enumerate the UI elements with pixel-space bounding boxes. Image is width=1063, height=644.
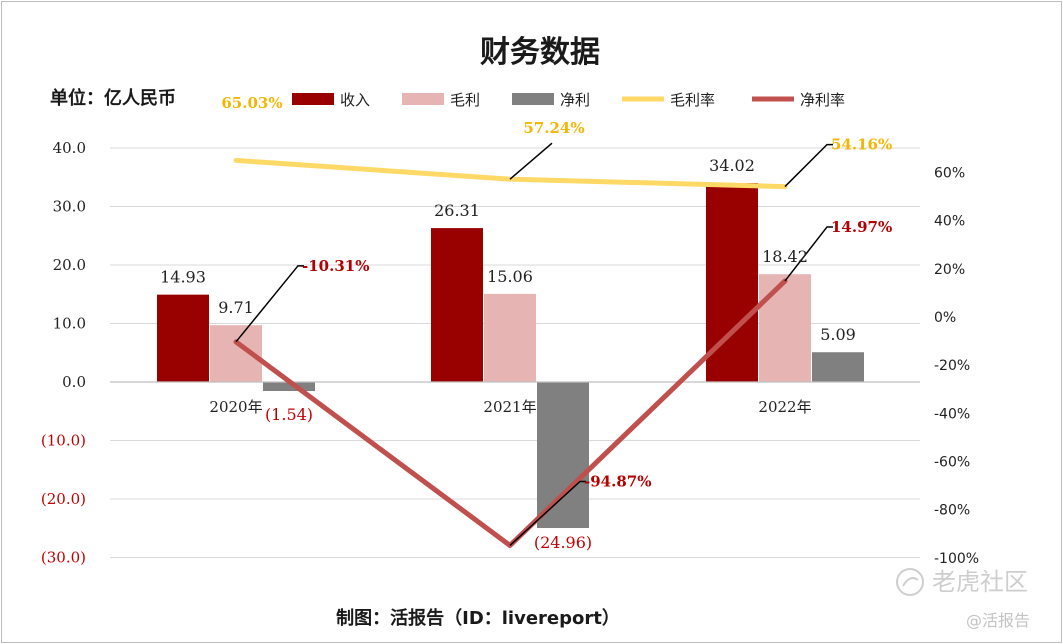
line-data-label: -94.87%	[584, 472, 651, 490]
y-right-tick: 20%	[934, 262, 965, 278]
bar-data-label: (24.96)	[534, 533, 592, 552]
watermark-logo-stroke	[902, 577, 919, 587]
grid-lines	[110, 147, 920, 558]
leader-line	[784, 226, 833, 282]
legend: 收入 毛利 净利 毛利率 净利率	[292, 91, 845, 109]
legend-label: 毛利率	[670, 91, 715, 109]
bar-毛利-2	[484, 293, 536, 382]
bar-data-label: 34.02	[709, 156, 755, 175]
line-data-label: 57.24%	[523, 119, 584, 137]
watermark-text: 老虎社区	[932, 568, 1028, 596]
y-right-tick: -40%	[934, 406, 970, 422]
left-y-axis: 40.0 30.0 20.0 10.0 0.0 (10.0) (20.0) (30.0)	[41, 139, 86, 567]
line-data-label: 14.97%	[831, 218, 892, 236]
legend-label: 净利	[560, 91, 590, 109]
legend-swatch-毛利	[402, 93, 444, 105]
leader-line	[235, 265, 304, 343]
y-right-tick: 60%	[934, 166, 965, 182]
y-right-tick: -100%	[934, 551, 979, 567]
bar-data-label: 15.06	[487, 267, 533, 286]
x-tick-label: 2020年	[209, 398, 262, 416]
y-right-tick: -60%	[934, 454, 970, 470]
y-right-tick: 40%	[934, 214, 965, 230]
legend-swatch-净利	[512, 93, 554, 105]
leader-line	[784, 143, 833, 188]
line-data-label: -10.31%	[302, 257, 369, 275]
bar-毛利-3	[759, 274, 811, 382]
y-left-tick: 0.0	[62, 373, 86, 391]
leader-line	[509, 142, 553, 180]
bar-data-label: 9.71	[218, 298, 254, 317]
legend-label: 毛利	[450, 91, 480, 109]
watermark-handle: @活报告	[966, 611, 1030, 630]
bar-data-label: (1.54)	[265, 405, 313, 424]
y-left-tick: (10.0)	[41, 432, 86, 450]
footer-credit: 制图：活报告（ID：livereport）	[336, 607, 620, 629]
x-tick-label: 2021年	[483, 398, 536, 416]
x-tick-label: 2022年	[758, 398, 811, 416]
x-axis-labels: 2020年 2021年 2022年	[209, 398, 811, 416]
leader-line	[509, 480, 586, 547]
bar-data-label: 26.31	[434, 201, 480, 220]
bar-净利-1	[263, 382, 315, 392]
legend-swatch-收入	[292, 93, 334, 105]
watermark-logo-icon	[896, 568, 924, 596]
bar-净利-3	[812, 352, 864, 382]
y-left-tick: 20.0	[53, 256, 86, 274]
y-left-tick: 10.0	[53, 315, 86, 333]
right-y-axis: 60% 40% 20% 0% -20% -40% -60% -80% -100%	[934, 166, 979, 567]
data-labels: 14.93 26.31 34.02 9.71 15.06 18.42 (1.54) (24.9…	[160, 94, 892, 552]
legend-label: 净利率	[800, 91, 845, 109]
chart-title: 财务数据	[480, 35, 600, 70]
watermark: 老虎社区 @活报告	[896, 568, 1030, 630]
y-right-tick: -20%	[934, 358, 970, 374]
bar-series	[157, 182, 864, 529]
y-right-tick: -80%	[934, 503, 970, 519]
bar-净利-2	[537, 382, 589, 529]
line-data-label: 65.03%	[221, 94, 282, 112]
y-left-tick: (20.0)	[41, 490, 86, 508]
unit-label: 单位：亿人民币	[50, 87, 176, 109]
y-left-tick: 40.0	[53, 139, 86, 157]
bar-data-label: 5.09	[820, 325, 856, 344]
y-left-tick: 30.0	[53, 198, 86, 216]
bar-收入-1	[157, 294, 209, 382]
bar-data-label: 14.93	[160, 268, 206, 287]
y-right-tick: 0%	[934, 310, 956, 326]
y-left-tick: (30.0)	[41, 549, 86, 567]
line-data-label: 54.16%	[831, 136, 892, 154]
bar-收入-2	[431, 228, 483, 382]
legend-label: 收入	[340, 91, 370, 109]
line-毛利率	[233, 157, 788, 190]
bar-data-label: 18.42	[762, 247, 808, 266]
label-leader-lines	[235, 142, 833, 547]
point-毛利率-1	[234, 158, 238, 163]
